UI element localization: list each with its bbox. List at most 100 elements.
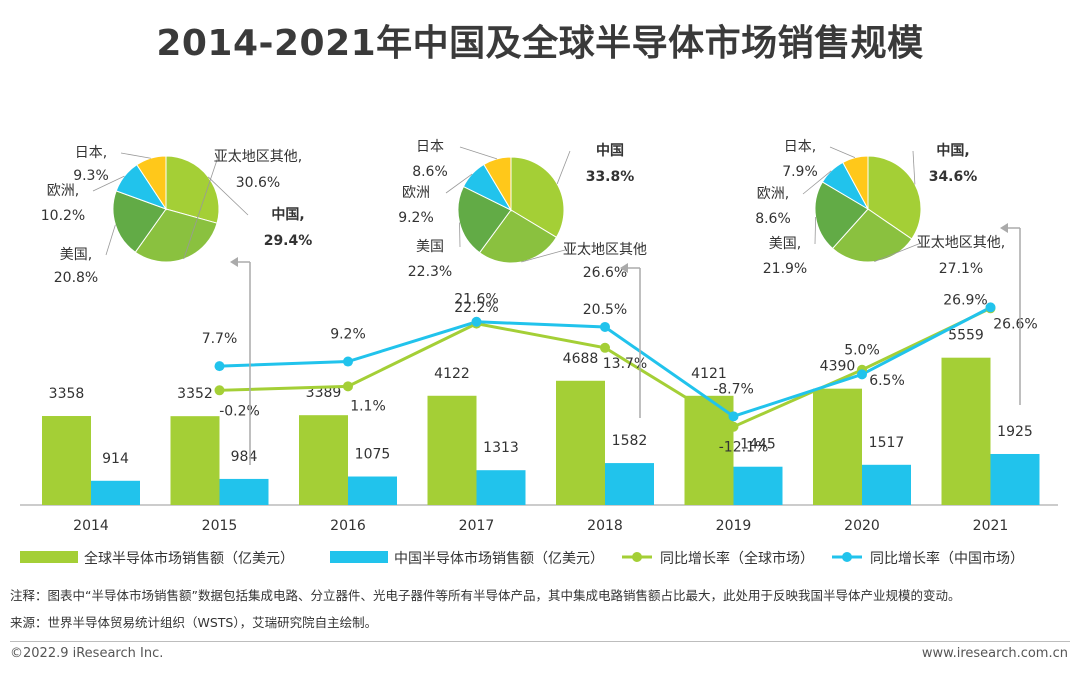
chart-title: 2014-2021年中国及全球半导体市场销售规模 [156, 23, 924, 64]
pie-leader-2015-日本 [120, 152, 151, 159]
bar-global-2015 [170, 416, 220, 505]
bar-label-china-2014: 914 [102, 451, 129, 467]
pie-label-2015-中国: 中国, [271, 206, 304, 223]
bar-global-2020 [813, 388, 862, 505]
pie-pct-2021-欧洲: 8.6% [755, 211, 791, 227]
growth-label-china-2020: 5.0% [844, 342, 880, 358]
pie-pct-2015-欧洲: 10.2% [41, 208, 85, 224]
pie-leader-2018-亚太地区其他 [521, 249, 566, 263]
pie-pct-2015-日本: 9.3% [73, 168, 109, 184]
bar-label-china-2021: 1925 [997, 424, 1033, 440]
bar-label-china-2016: 1075 [355, 447, 391, 463]
pie-leader-2018-日本 [459, 146, 498, 160]
bar-label-global-2020: 4390 [820, 359, 856, 375]
bar-global-2016 [299, 415, 348, 505]
point-global-2016 [343, 381, 353, 392]
legend-global-growth-label: 同比增长率（全球市场） [660, 550, 814, 567]
chart-note: 注释：图表中“半导体市场销售额”数据包括集成电路、分立器件、光电子器件等所有半导… [10, 588, 961, 603]
point-global-2018 [600, 342, 610, 353]
growth-label-global-2018: 13.7% [603, 356, 647, 372]
x-tick-label-2019: 2019 [716, 518, 752, 534]
pie-pct-2021-亚太地区其他: 27.1% [939, 261, 983, 277]
footer-copyright: ©2022.9 iResearch Inc. [10, 646, 164, 661]
pie-pct-2018-中国: 33.8% [586, 169, 635, 185]
pie-leader-2021-中国 [912, 150, 916, 185]
legend-china-sales-label: 中国半导体市场销售额（亿美元） [394, 550, 604, 567]
pie-label-2018-欧洲: 欧洲 [402, 185, 430, 201]
x-tick-label-2020: 2020 [844, 518, 880, 534]
pie-label-2021-欧洲: 欧洲, [757, 186, 789, 202]
chart-source: 来源：世界半导体贸易统计组织（WSTS），艾瑞研究院自主绘制。 [10, 615, 378, 630]
bar-china-2021 [990, 453, 1040, 505]
growth-label-china-2015: 7.7% [202, 331, 238, 347]
bar-label-global-2017: 4122 [434, 366, 470, 382]
pie-label-2015-日本: 日本, [75, 145, 107, 161]
bar-label-global-2019: 4121 [691, 366, 727, 382]
pie-pct-2021-中国: 34.6% [929, 169, 978, 185]
point-china-2019 [728, 411, 739, 422]
bar-china-2019 [733, 466, 783, 505]
pie-leader-2015-欧洲 [92, 175, 125, 192]
growth-label-china-2021: 26.9% [943, 292, 987, 308]
point-global-2019 [728, 421, 739, 432]
bar-china-2014 [91, 480, 140, 505]
bar-label-china-2019: 1445 [740, 437, 776, 453]
point-china-2015 [214, 361, 225, 372]
pie-pct-2021-美国: 21.9% [763, 261, 807, 277]
growth-label-global-2021: 26.6% [993, 316, 1037, 332]
legend-china-growth-marker [842, 552, 852, 562]
bar-label-global-2014: 3358 [49, 386, 85, 402]
point-china-2021 [985, 302, 996, 313]
pie-pct-2021-日本: 7.9% [782, 164, 818, 180]
legend-global-sales-label: 全球半导体市场销售额（亿美元） [84, 550, 294, 567]
pie-slice-2015-美国 [112, 190, 167, 253]
growth-label-global-2015: -0.2% [219, 403, 260, 419]
bar-label-global-2018: 4688 [563, 351, 599, 367]
pie-leader-2015-亚太地区其他 [183, 156, 219, 260]
legend-global-growth-marker [632, 552, 642, 562]
pie-pct-2015-亚太地区其他: 30.6% [236, 175, 280, 191]
pie-pointer-2015-arrowhead [230, 257, 238, 267]
pie-leader-2021-日本 [829, 146, 856, 158]
pie-pointer-2018-arrowhead [620, 263, 628, 273]
legend-china-sales-swatch [330, 551, 388, 563]
pie-slice-2018-中国 [510, 156, 565, 239]
x-tick-label-2018: 2018 [587, 518, 623, 534]
footer-divider [10, 641, 1070, 642]
pie-leader-2021-美国 [814, 217, 817, 245]
bar-china-2015 [219, 478, 269, 505]
pie-pct-2018-亚太地区其他: 26.6% [583, 265, 627, 281]
bar-global-2021 [941, 357, 991, 505]
bar-label-global-2021: 5559 [948, 328, 984, 344]
growth-label-china-2019: -8.7% [713, 381, 754, 397]
bar-label-china-2018: 1582 [612, 433, 648, 449]
bar-global-2019 [684, 395, 734, 505]
pie-pct-2018-日本: 8.6% [412, 164, 448, 180]
chart-canvas: 3358 914 2014 3352 984 2015 3389 1075 2016 4122 13… [20, 139, 1058, 567]
pie-leader-2018-中国 [556, 150, 571, 185]
bar-label-global-2016: 3389 [306, 385, 342, 401]
growth-label-china-2018: 20.5% [583, 302, 627, 318]
bar-china-2020 [862, 464, 911, 505]
pie-pct-2018-欧洲: 9.2% [398, 210, 434, 226]
bar-global-2018 [556, 380, 605, 505]
pie-leader-2015-中国 [207, 176, 249, 216]
pie-slice-2018-美国 [457, 185, 512, 254]
bar-label-global-2015: 3352 [177, 386, 213, 402]
bar-china-2017 [476, 470, 526, 505]
pie-label-2015-亚太地区其他: 亚太地区其他, [214, 149, 302, 165]
growth-label-global-2016: 1.1% [350, 398, 386, 414]
pie-pct-2018-美国: 22.3% [408, 264, 452, 280]
growth-label-global-2020: 6.5% [869, 373, 905, 389]
pie-label-2018-亚太地区其他: 亚太地区其他 [563, 242, 647, 258]
bar-label-china-2015: 984 [231, 449, 258, 465]
bar-global-2017 [427, 395, 477, 505]
growth-label-china-2016: 9.2% [330, 327, 366, 343]
pie-label-2018-中国: 中国 [596, 142, 624, 159]
pie-slice-2015-中国 [165, 155, 220, 224]
bar-label-china-2017: 1313 [483, 440, 519, 456]
point-china-2017 [471, 316, 482, 327]
growth-label-global-2019: -12.1% [719, 440, 769, 456]
point-china-2018 [600, 321, 610, 332]
pie-pct-2015-中国: 29.4% [264, 233, 313, 249]
